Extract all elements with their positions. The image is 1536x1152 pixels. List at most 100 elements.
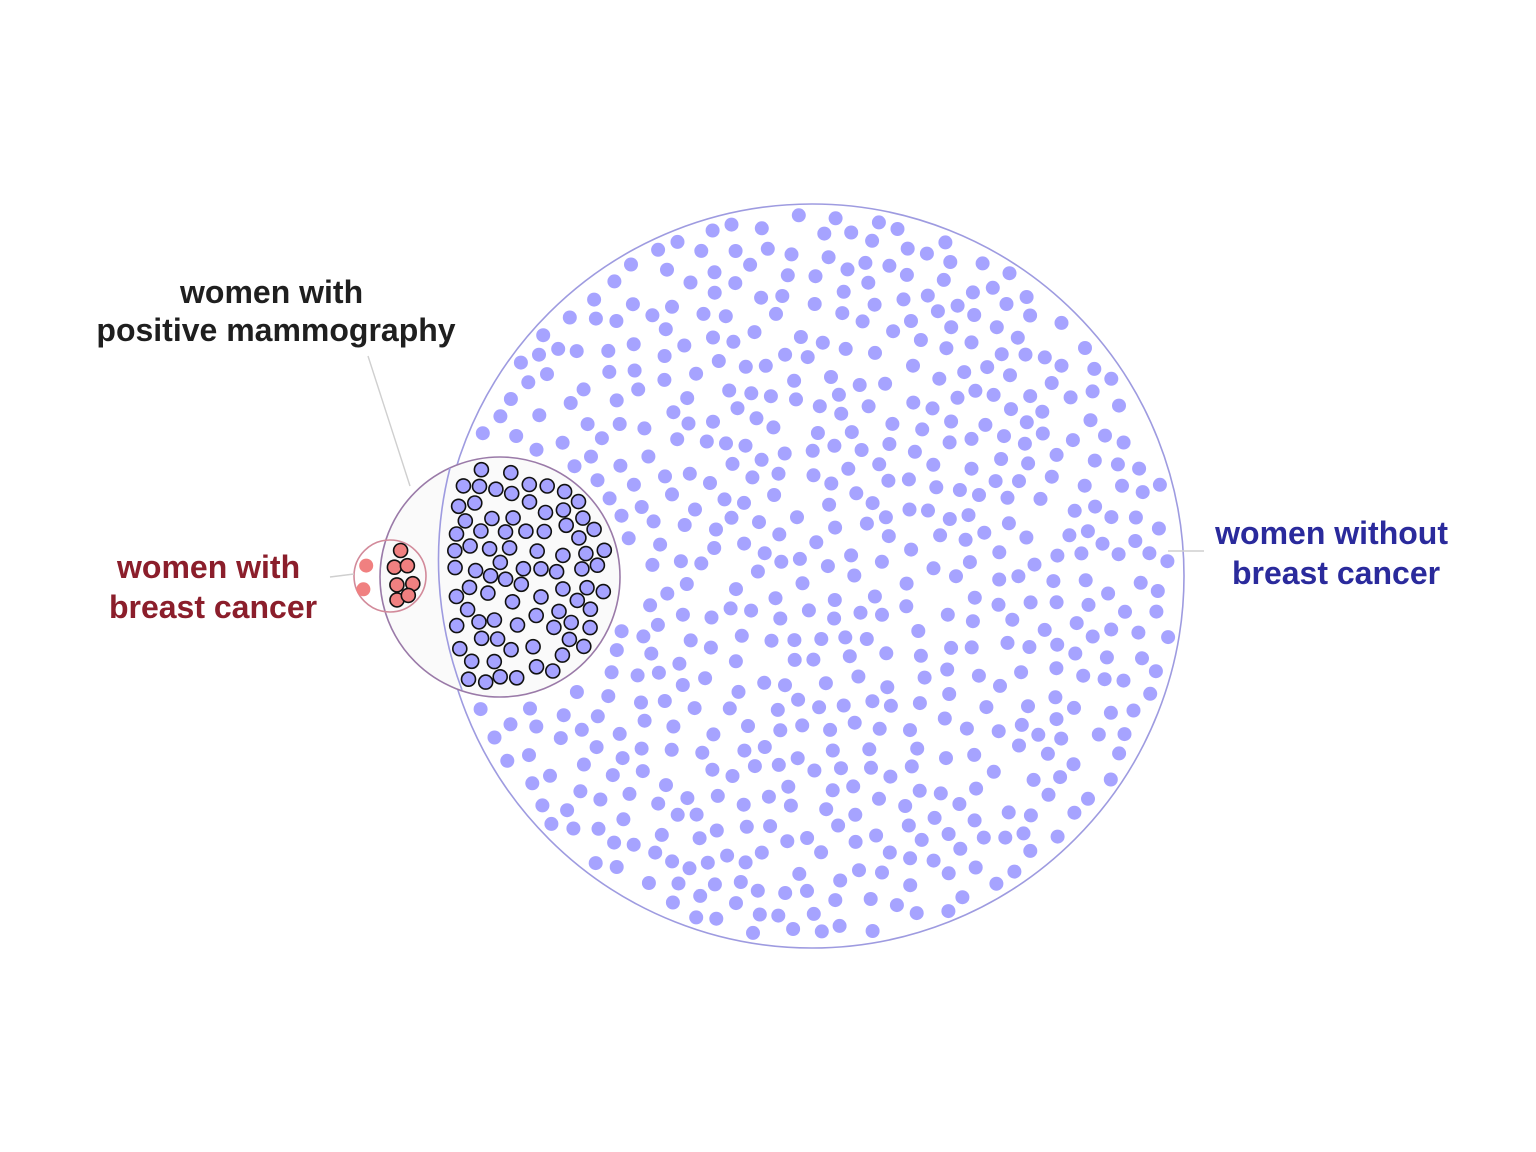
negative-dot bbox=[815, 335, 830, 350]
negative-dot bbox=[967, 308, 982, 322]
negative-dot bbox=[607, 274, 622, 289]
negative-dot bbox=[1143, 686, 1158, 701]
negative-dot bbox=[728, 654, 743, 669]
negative-dot bbox=[977, 525, 992, 540]
false-positive-dot bbox=[551, 603, 567, 620]
positive-set bbox=[379, 456, 621, 698]
negative-dot bbox=[601, 343, 616, 358]
negative-dot bbox=[986, 764, 1001, 779]
negative-dot bbox=[1076, 668, 1091, 683]
negative-dot bbox=[523, 701, 537, 716]
negative-dot bbox=[747, 325, 762, 340]
false-positive-dot bbox=[525, 638, 541, 655]
negative-dot bbox=[901, 818, 916, 833]
false-positive-dot bbox=[515, 560, 532, 577]
negative-dot bbox=[752, 907, 767, 922]
negative-dot bbox=[778, 678, 792, 693]
negative-dot bbox=[614, 508, 629, 523]
negative-dot bbox=[525, 776, 540, 791]
negative-dot bbox=[853, 605, 868, 620]
negative-dot bbox=[913, 333, 928, 347]
negative-dot bbox=[657, 694, 672, 708]
negative-dot bbox=[503, 392, 518, 406]
negative-dot bbox=[999, 297, 1014, 311]
negative-dot bbox=[1110, 457, 1125, 472]
negative-dot bbox=[991, 724, 1006, 739]
negative-dot bbox=[787, 652, 802, 667]
negative-dot bbox=[543, 768, 557, 783]
false-positive-dot bbox=[450, 498, 467, 515]
negative-dot bbox=[1116, 673, 1131, 688]
negative-dot bbox=[854, 443, 869, 457]
negative-dot bbox=[728, 276, 743, 291]
false-positive-dot bbox=[503, 641, 519, 658]
false-positive-dot bbox=[477, 674, 494, 690]
false-positive-dot bbox=[582, 601, 599, 618]
negative-dot bbox=[729, 896, 743, 911]
negative-dot bbox=[744, 603, 759, 618]
negative-dot bbox=[778, 886, 793, 900]
negative-dot bbox=[709, 911, 724, 926]
negative-dot bbox=[848, 834, 863, 849]
negative-dot bbox=[989, 876, 1004, 891]
negative-dot bbox=[926, 561, 941, 576]
negative-dot bbox=[660, 262, 674, 277]
negative-dot bbox=[737, 743, 752, 758]
negative-dot bbox=[783, 798, 798, 813]
negative-dot bbox=[576, 382, 591, 397]
cancer-label: women with breast cancer bbox=[109, 549, 317, 625]
negative-dot bbox=[938, 235, 953, 250]
negative-dot bbox=[692, 831, 707, 846]
negative-dot bbox=[867, 297, 882, 312]
negative-dot bbox=[861, 275, 876, 290]
negative-dot bbox=[1112, 398, 1126, 413]
negative-dot bbox=[1068, 646, 1083, 661]
negative-dot bbox=[1049, 661, 1064, 676]
negative-dot bbox=[980, 360, 995, 375]
negative-dot bbox=[864, 760, 878, 775]
negative-dot bbox=[590, 709, 605, 724]
negative-dot bbox=[988, 474, 1003, 489]
negative-dot bbox=[827, 438, 842, 453]
false-positive-dot bbox=[486, 653, 503, 670]
negative-dot bbox=[814, 924, 829, 939]
negative-dot bbox=[975, 256, 990, 271]
negative-dot bbox=[849, 486, 864, 501]
negative-dot bbox=[953, 841, 968, 856]
negative-dot bbox=[777, 446, 792, 461]
false-positive-dot bbox=[448, 588, 465, 605]
false-positive-dot bbox=[505, 510, 521, 526]
negative-dot bbox=[1133, 575, 1148, 590]
negative-dot bbox=[560, 803, 575, 818]
negative-dot bbox=[885, 416, 900, 431]
negative-dot bbox=[852, 863, 866, 878]
false-positive-dot bbox=[595, 583, 612, 600]
negative-dot bbox=[1097, 672, 1112, 687]
false-positive-dot bbox=[463, 653, 480, 670]
negative-dot bbox=[1019, 290, 1034, 304]
negative-dot bbox=[838, 341, 853, 356]
negative-dot bbox=[800, 350, 815, 365]
negative-dot bbox=[769, 306, 783, 321]
negative-dot bbox=[711, 354, 726, 368]
negative-dot bbox=[664, 742, 679, 757]
negative-dot bbox=[627, 363, 642, 378]
negative-dot bbox=[675, 678, 690, 692]
negative-dot bbox=[814, 845, 829, 860]
negative-dot bbox=[536, 328, 551, 343]
negative-dot bbox=[719, 436, 733, 451]
negative-dot bbox=[992, 572, 1007, 587]
negative-dot bbox=[636, 629, 651, 644]
negative-dot bbox=[780, 268, 795, 283]
negative-dot bbox=[1081, 791, 1095, 806]
negative-dot bbox=[1117, 727, 1132, 742]
negative-dot bbox=[677, 518, 692, 532]
negative-dot bbox=[865, 924, 880, 938]
negative-dot bbox=[706, 727, 721, 742]
false-positive-dot bbox=[461, 579, 478, 596]
negative-dot bbox=[1022, 640, 1037, 654]
negative-dot bbox=[645, 557, 660, 572]
negative-dot bbox=[634, 500, 649, 514]
negative-dot bbox=[731, 684, 746, 699]
negative-dot bbox=[650, 617, 665, 632]
